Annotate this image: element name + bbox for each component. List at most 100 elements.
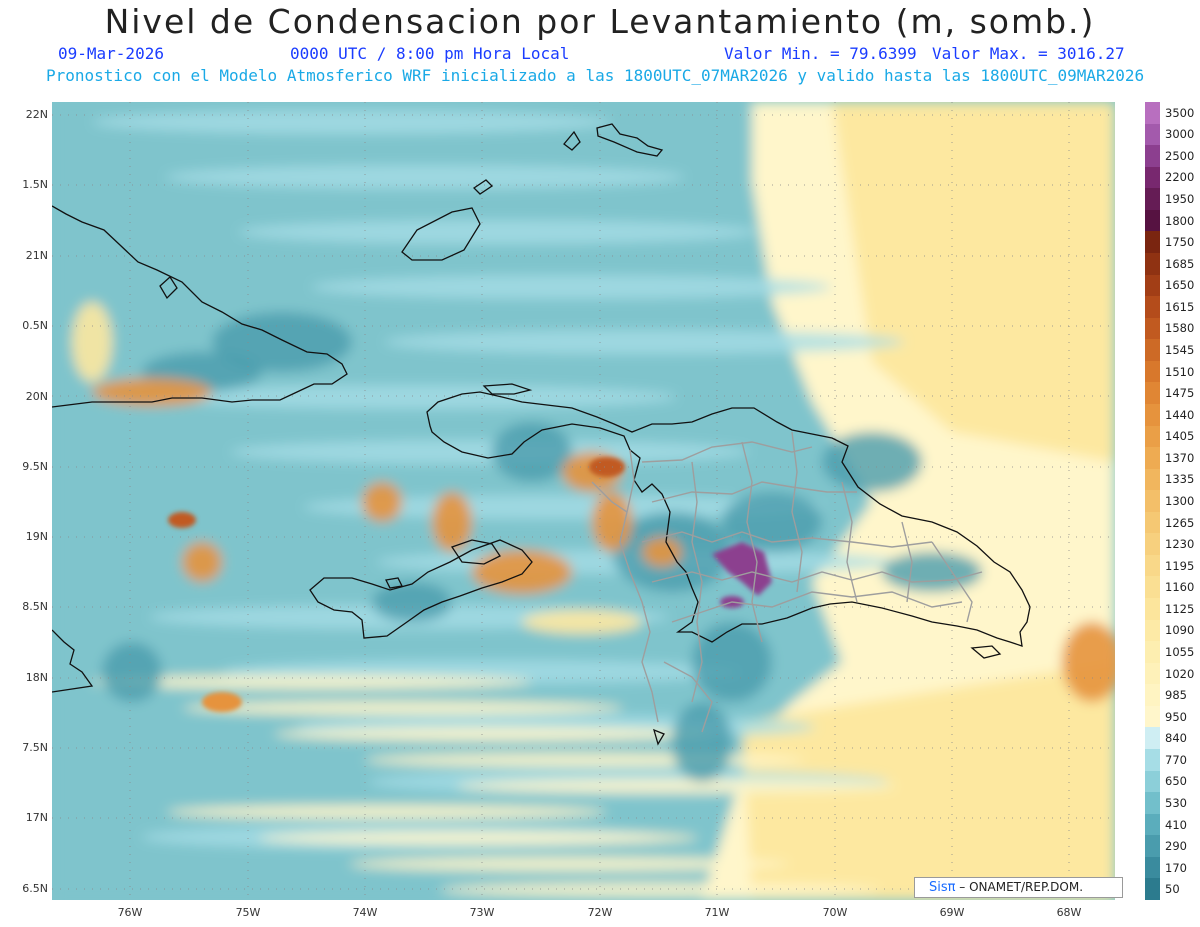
warm-patch	[642, 537, 682, 567]
colorbar-label: 2500	[1165, 148, 1195, 163]
lat-label: 7.5N	[22, 741, 48, 754]
south-streak	[167, 805, 607, 819]
province-line-11	[931, 541, 973, 623]
lon-label: 73W	[469, 906, 495, 919]
lon-label: 75W	[235, 906, 261, 919]
lat-label: 9.5N	[22, 460, 48, 473]
lat-label: 6.5N	[22, 882, 48, 895]
colorbar-swatch	[1145, 145, 1160, 168]
province-line-3	[641, 531, 933, 548]
jamaica-coast	[52, 629, 94, 693]
colorbar-label: 1440	[1165, 407, 1195, 422]
south-streak	[258, 831, 698, 845]
colorbar-label: 2200	[1165, 170, 1195, 185]
colorbar-swatch	[1145, 468, 1160, 491]
lon-label: 70W	[822, 906, 848, 919]
colorbar-swatch	[1145, 770, 1160, 793]
lat-label: 0.5N	[22, 319, 48, 332]
south-streak	[349, 857, 789, 871]
colorbar-label: 1580	[1165, 321, 1195, 336]
colorbar-swatch	[1145, 792, 1160, 815]
colorbar-label: 3000	[1165, 127, 1195, 142]
purple-core	[712, 542, 772, 596]
colorbar-swatch	[1145, 339, 1160, 362]
lcl-map	[52, 102, 1115, 900]
colorbar-swatch	[1145, 598, 1160, 621]
colorbar-label: 1195	[1165, 558, 1195, 573]
colorbar-label: 1090	[1165, 623, 1195, 638]
south-streak	[456, 779, 896, 793]
colorbar-swatch	[1145, 705, 1160, 728]
colorbar-swatch	[1145, 835, 1160, 858]
colorbar-label: 530	[1165, 795, 1187, 810]
lat-label: 19N	[25, 530, 48, 543]
warm-patch	[472, 550, 572, 594]
colorbar-label: 1750	[1165, 235, 1195, 250]
gonave-island	[450, 539, 501, 565]
saona-island	[970, 645, 1002, 659]
colorbar-label: 1160	[1165, 580, 1195, 595]
ocean-streak	[238, 220, 758, 244]
colorbar-swatch	[1145, 360, 1160, 383]
ocean-streak	[311, 275, 831, 299]
colorbar-label: 1545	[1165, 343, 1195, 358]
map-title: Nivel de Condensacion por Levantamiento …	[104, 2, 1096, 41]
orange-core	[589, 457, 625, 477]
lat-lon-grid	[52, 102, 1115, 900]
province-line-9	[841, 481, 858, 603]
ocean-streak	[384, 330, 904, 354]
forecast-date: 09-Mar-2026	[58, 44, 164, 63]
colorbar-label: 1300	[1165, 494, 1195, 508]
forecast-time: 0000 UTC / 8:00 pm Hora Local	[290, 44, 570, 63]
warm-patch	[592, 492, 632, 552]
province-line-13	[591, 481, 628, 513]
haiti-dr-border	[619, 449, 659, 723]
forecast-description: Pronostico con el Modelo Atmosferico WRF…	[46, 66, 1145, 85]
colorbar-swatch	[1145, 403, 1160, 426]
province-line-4	[651, 571, 983, 583]
colorbar-label: 1055	[1165, 644, 1195, 659]
cay-1-coast	[159, 276, 178, 300]
lon-label: 71W	[704, 906, 730, 919]
lat-label: 1.5N	[22, 178, 48, 191]
province-line-10	[901, 521, 913, 603]
lon-label: 69W	[939, 906, 965, 919]
colorbar-label: 290	[1165, 839, 1187, 854]
colorbar-swatch	[1145, 425, 1160, 448]
colorbar-label: 1125	[1165, 601, 1195, 616]
colorbar-swatch	[1145, 641, 1160, 664]
dark-patch	[102, 642, 162, 702]
colorbar-swatch	[1145, 317, 1160, 340]
coastlines	[52, 123, 1031, 746]
warm-patch	[1062, 622, 1115, 702]
cayemites-island	[385, 577, 403, 589]
colorbar-label: 1615	[1165, 299, 1195, 314]
colorbar-swatch	[1145, 619, 1160, 642]
colorbar-label: 1800	[1165, 213, 1195, 228]
province-line-5	[671, 591, 963, 623]
shaded-field	[52, 102, 1115, 900]
south-streak	[183, 701, 623, 715]
colorbar	[1145, 102, 1160, 901]
orange-core	[168, 512, 196, 528]
colorbar-label: 3500	[1165, 105, 1195, 120]
province-line-1	[641, 441, 813, 463]
colorbar-swatch	[1145, 231, 1160, 254]
haiti-south-peninsula	[309, 539, 533, 639]
lon-label: 76W	[117, 906, 143, 919]
little-inagua-coast	[472, 179, 494, 195]
beata-island	[653, 728, 665, 746]
colorbar-label: 170	[1165, 860, 1187, 875]
colorbar-label: 1335	[1165, 472, 1195, 487]
lon-label: 68W	[1056, 906, 1082, 919]
province-line-6	[691, 461, 703, 703]
colorbar-swatch	[1145, 209, 1160, 232]
colorbar-label: 950	[1165, 709, 1187, 724]
colorbar-label: 1230	[1165, 537, 1195, 552]
colorbar-swatch	[1145, 576, 1160, 599]
value-min: Valor Min. = 79.6399	[724, 44, 917, 63]
credit-box: Sisπ – ONAMET/REP.DOM.	[914, 877, 1123, 898]
lcl-field-svg	[52, 102, 1115, 900]
south-streak	[440, 883, 880, 897]
warm-patch	[182, 542, 222, 582]
